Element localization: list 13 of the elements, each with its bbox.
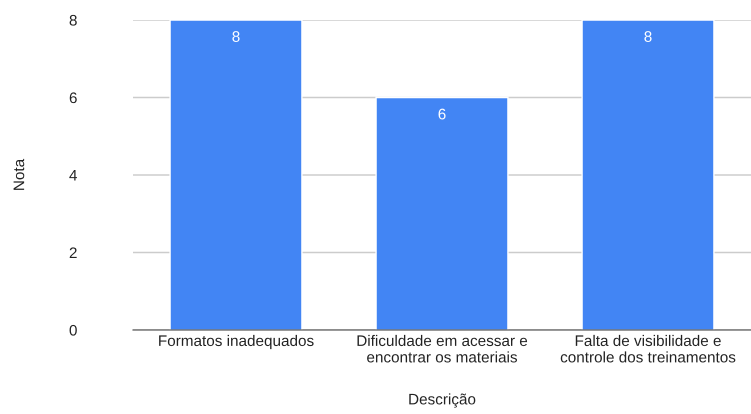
y-tick-label: 4: [69, 170, 77, 181]
y-axis-title: Nota: [14, 158, 24, 190]
data-label: 8: [644, 31, 652, 42]
x-tick-label: Formatos inadequados: [159, 334, 314, 350]
data-label: 8: [232, 31, 240, 42]
x-axis-title: Descrição: [409, 393, 476, 408]
y-tick-label: 0: [70, 324, 77, 336]
y-tick-label: 6: [70, 92, 77, 104]
x-tick-label: Falta de visibilidade e controle dos treinamentos: [560, 334, 736, 363]
data-label: 6: [438, 108, 446, 120]
y-tick-label: 8: [70, 14, 77, 26]
x-tick-label: Dificuldade em acessar e encontrar os materiais: [357, 334, 528, 363]
y-tick-label: 2: [70, 247, 77, 258]
